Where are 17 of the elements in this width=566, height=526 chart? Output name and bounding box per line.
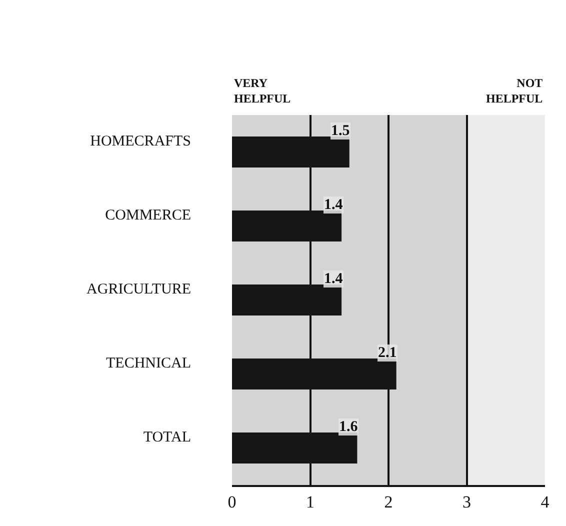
text: NOT HELPFUL xyxy=(486,76,543,106)
y-tick-label: HOMECRAFTS xyxy=(90,133,191,150)
x-tick-label: 3 xyxy=(462,492,471,512)
data-label: 1.4 xyxy=(324,197,344,213)
data-label: 1.5 xyxy=(331,123,350,139)
x-tick-label: 1 xyxy=(306,492,314,512)
y-tick-label: TOTAL xyxy=(143,429,191,446)
data-label: 1.4 xyxy=(324,271,344,287)
data-label: 2.1 xyxy=(378,345,397,361)
text: VERY HELPFUL xyxy=(234,76,291,106)
y-tick-label: TECHNICAL xyxy=(106,355,191,372)
x-tick-label: 0 xyxy=(228,492,236,512)
y-tick-label: AGRICULTURE xyxy=(86,281,191,298)
x-tick-label: 4 xyxy=(540,492,550,512)
y-tick-label: COMMERCE xyxy=(105,207,191,224)
data-label: 1.6 xyxy=(339,419,358,435)
x-tick-label: 2 xyxy=(384,492,393,512)
